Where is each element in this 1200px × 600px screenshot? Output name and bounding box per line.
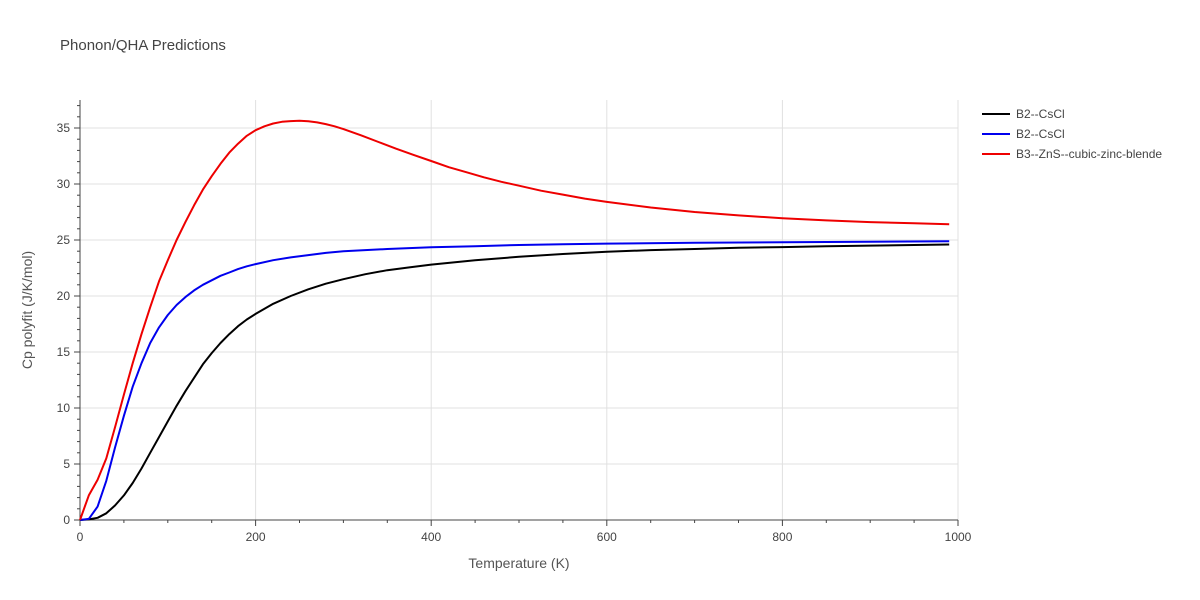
x-axis-title: Temperature (K)	[468, 555, 569, 571]
series-line-3	[79, 119, 950, 521]
series-line-1	[79, 243, 950, 521]
y-tick-label: 15	[57, 345, 71, 359]
axes	[74, 100, 959, 526]
legend-label-2: B2--CsCl	[1016, 127, 1065, 141]
chart-title: Phonon/QHA Predictions	[60, 37, 226, 54]
y-tick-label: 20	[57, 289, 71, 303]
y-tick-label: 5	[63, 457, 70, 471]
x-tick-label: 200	[246, 530, 266, 544]
legend-label-1: B2--CsCl	[1016, 107, 1065, 121]
y-tick-label: 30	[57, 177, 71, 191]
y-tick-label: 25	[57, 233, 71, 247]
tick-labels: 0 5 10 15 20 25 30 35 0 200 400 600 800 1000	[57, 121, 972, 544]
y-axis-title: Cp polyfit (J/K/mol)	[19, 251, 35, 369]
x-tick-label: 1000	[945, 530, 972, 544]
x-tick-label: 400	[421, 530, 441, 544]
y-tick-label: 0	[63, 513, 70, 527]
series-line-2	[79, 240, 950, 521]
y-tick-label: 35	[57, 121, 71, 135]
x-tick-label: 600	[597, 530, 617, 544]
grid	[80, 100, 959, 520]
legend[interactable]: B2--CsCl B2--CsCl B3--ZnS--cubic-zinc-blen…	[982, 107, 1162, 161]
x-tick-label: 0	[77, 530, 84, 544]
x-tick-label: 800	[772, 530, 792, 544]
y-tick-label: 10	[57, 401, 71, 415]
plot-area[interactable]	[79, 119, 950, 521]
legend-label-3: B3--ZnS--cubic-zinc-blende	[1016, 147, 1162, 161]
